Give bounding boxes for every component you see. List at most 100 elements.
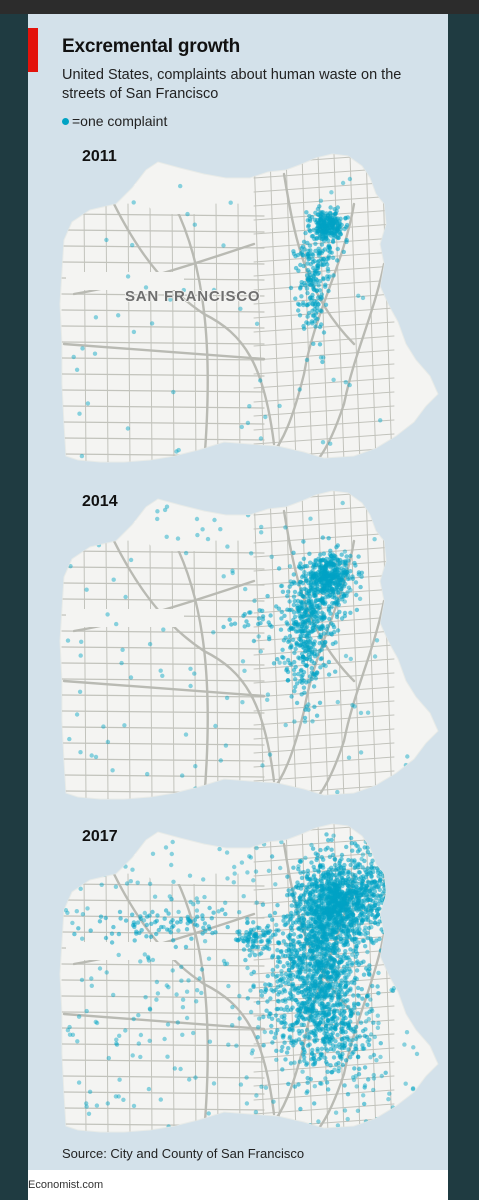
complaint-dot — [293, 677, 298, 682]
complaint-dot — [331, 566, 336, 571]
complaint-dot — [331, 1055, 337, 1060]
complaint-dot — [283, 1057, 288, 1062]
complaint-dot — [337, 994, 342, 1000]
complaint-dot — [317, 922, 322, 927]
complaint-dot — [254, 845, 259, 851]
complaint-dot — [348, 1055, 353, 1060]
complaint-dot — [317, 342, 323, 347]
complaint-dot — [372, 537, 377, 542]
complaint-dot — [297, 1059, 303, 1064]
complaint-dot — [299, 858, 304, 863]
complaint-dot — [149, 321, 155, 326]
complaint-dot — [334, 583, 339, 589]
complaint-dot — [266, 868, 272, 873]
complaint-dot — [336, 235, 341, 240]
complaint-dot — [321, 612, 326, 617]
complaint-dot — [266, 634, 272, 640]
complaint-dot — [267, 913, 273, 918]
complaint-dot — [347, 176, 353, 182]
complaint-dot — [285, 669, 291, 675]
complaint-dot — [333, 1044, 339, 1049]
complaint-dot — [350, 937, 355, 943]
complaint-dot — [312, 1019, 317, 1024]
complaint-dot — [345, 869, 351, 875]
complaint-dot — [394, 903, 399, 909]
complaint-dot — [292, 650, 297, 655]
complaint-dot — [308, 878, 313, 883]
complaint-dot — [312, 622, 317, 627]
source-note: Source: City and County of San Francisco — [62, 1146, 305, 1161]
complaint-dot — [202, 921, 208, 926]
complaint-dot — [212, 517, 217, 523]
complaint-dot — [379, 1073, 384, 1079]
complaint-dot — [154, 931, 159, 937]
complaint-dot — [316, 956, 321, 961]
complaint-dot — [349, 841, 354, 846]
complaint-dot — [114, 1042, 120, 1047]
complaint-dot — [281, 914, 286, 919]
complaint-dot — [315, 1022, 320, 1027]
complaint-dot — [417, 223, 422, 228]
complaint-dot — [339, 572, 345, 577]
complaint-dot — [263, 1085, 269, 1090]
complaint-dot — [292, 719, 297, 724]
complaint-dot — [314, 938, 319, 944]
complaint-dot — [86, 1111, 92, 1116]
complaint-dot — [303, 625, 309, 630]
complaint-dot — [421, 1103, 427, 1108]
complaint-dot — [297, 591, 302, 596]
complaint-dot — [328, 1046, 333, 1052]
complaint-dot — [275, 940, 281, 945]
complaint-dot — [319, 292, 324, 297]
complaint-dot — [314, 278, 320, 283]
complaint-dot — [356, 923, 361, 928]
complaint-dot — [225, 544, 230, 549]
complaint-dot — [296, 903, 301, 909]
complaint-dot — [397, 862, 402, 867]
complaint-dot — [69, 164, 74, 169]
complaint-dot — [282, 1013, 287, 1018]
complaint-dot — [193, 764, 198, 769]
complaint-dot — [348, 986, 353, 991]
complaint-dot — [138, 914, 143, 919]
complaint-dot — [293, 1038, 299, 1043]
complaint-dot — [232, 871, 237, 876]
complaint-dot — [298, 1106, 303, 1112]
complaint-dot — [308, 262, 313, 267]
complaint-dot — [378, 871, 383, 877]
complaint-dot — [312, 994, 317, 1000]
complaint-dot — [259, 1084, 264, 1089]
complaint-dot — [339, 852, 345, 858]
complaint-dot — [373, 846, 378, 851]
complaint-dot — [323, 898, 329, 904]
complaint-dot — [315, 229, 320, 234]
complaint-dot — [348, 879, 353, 884]
complaint-dot — [186, 978, 191, 983]
complaint-dot — [116, 313, 121, 318]
complaint-dot — [79, 639, 84, 644]
complaint-dot — [319, 894, 324, 899]
complaint-dot — [178, 916, 184, 922]
complaint-dot — [155, 509, 160, 514]
complaint-dot — [304, 1090, 309, 1096]
complaint-dot — [223, 911, 228, 917]
complaint-dot — [276, 999, 281, 1004]
complaint-dot — [306, 580, 311, 586]
complaint-dot — [382, 882, 387, 888]
complaint-dot — [301, 539, 306, 544]
complaint-dot — [320, 876, 326, 881]
complaint-dot — [360, 295, 366, 301]
complaint-dot — [355, 1011, 361, 1016]
complaint-dot — [385, 897, 390, 903]
complaint-dot — [333, 930, 338, 935]
complaint-dot — [245, 916, 250, 922]
complaint-dot — [403, 1081, 408, 1086]
complaint-dot — [80, 346, 85, 351]
complaint-dot — [334, 887, 339, 892]
complaint-dot — [320, 643, 326, 649]
complaint-dot — [324, 1034, 329, 1040]
complaint-dot — [85, 401, 91, 406]
complaint-dot — [361, 959, 366, 964]
complaint-dot — [301, 302, 306, 308]
complaint-dot — [335, 1032, 340, 1038]
